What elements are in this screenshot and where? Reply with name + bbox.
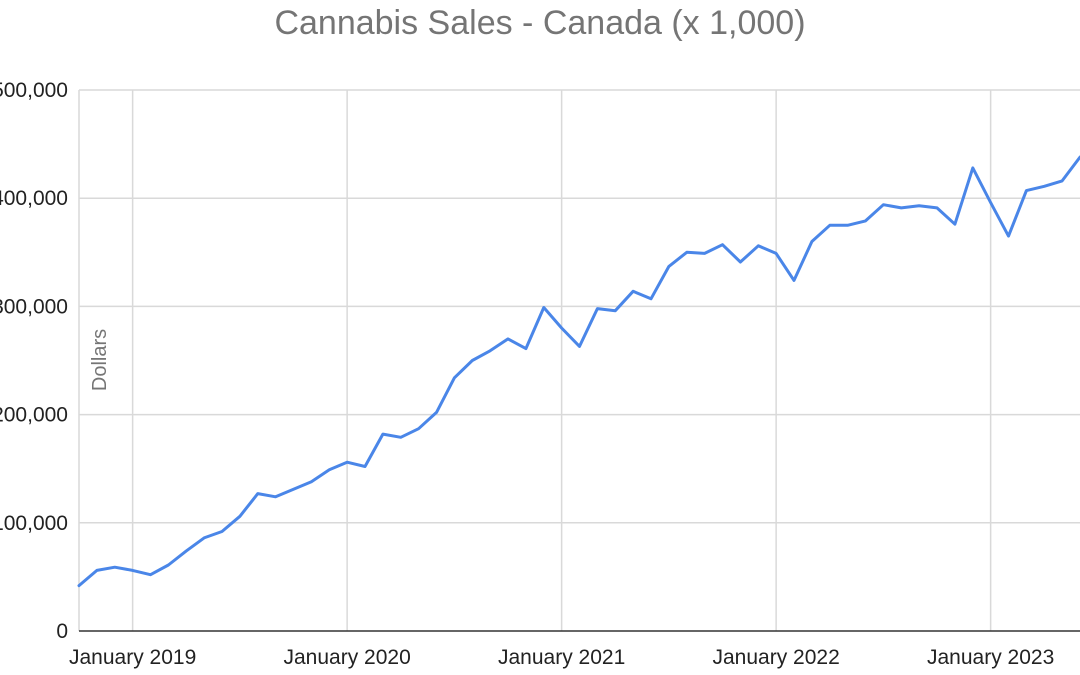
y-axis-title: Dollars <box>89 329 111 391</box>
y-tick-label: 300,000 <box>0 295 68 318</box>
y-tick-label: 400,000 <box>0 187 68 210</box>
series-line <box>77 155 1080 588</box>
y-tick-label: 0 <box>56 620 68 643</box>
chart-title: Cannabis Sales - Canada (x 1,000) <box>274 4 806 42</box>
series-layer <box>77 155 1080 588</box>
y-tick-label: 500,000 <box>0 79 68 102</box>
x-tick-label: January 2019 <box>69 646 196 669</box>
x-tick-label: January 2023 <box>927 646 1054 669</box>
x-tick-label: January 2020 <box>283 646 410 669</box>
y-tick-label: 100,000 <box>0 512 68 535</box>
tick-labels: 0 100,000 200,000 300,000 400,000 500,000 Janu… <box>0 79 1054 669</box>
x-tick-label: January 2022 <box>712 646 839 669</box>
gridlines <box>78 89 1080 631</box>
y-tick-label: 200,000 <box>0 404 68 427</box>
x-tick-label: January 2021 <box>498 646 625 669</box>
